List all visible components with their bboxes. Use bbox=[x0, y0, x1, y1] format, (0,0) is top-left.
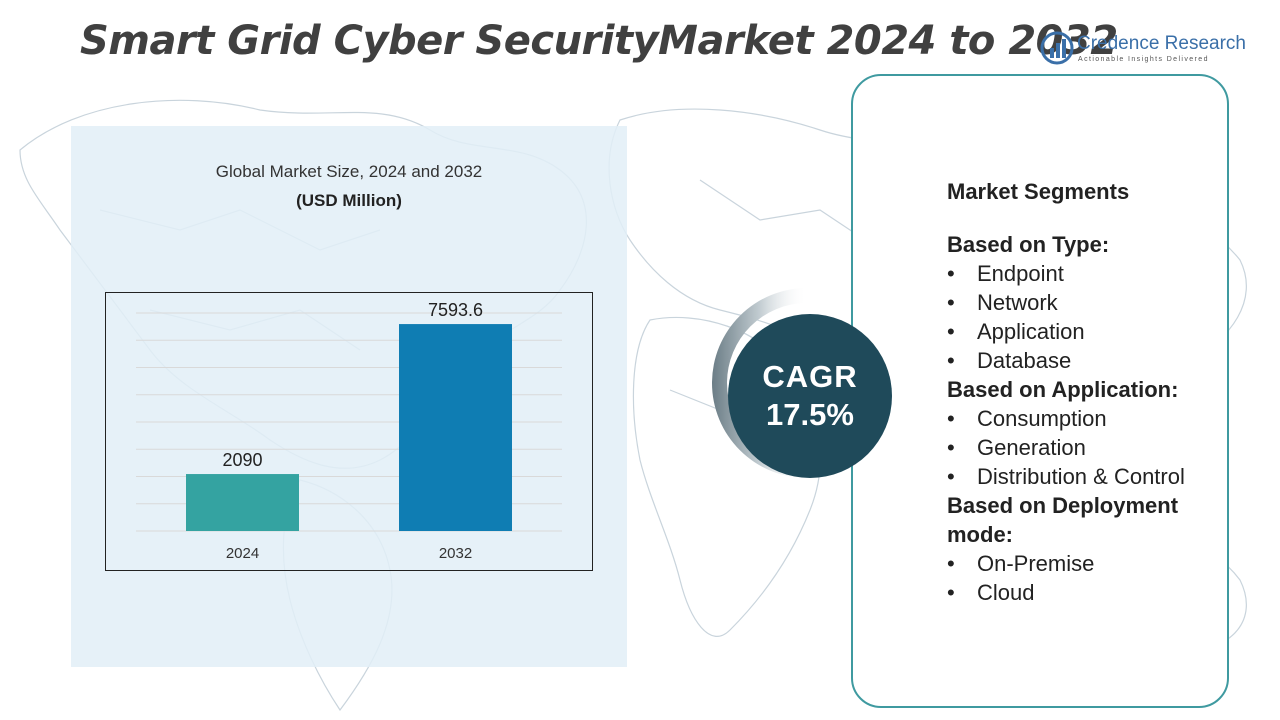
data-label-2032: 7593.6 bbox=[428, 300, 483, 320]
segment-item: Network bbox=[947, 288, 1247, 317]
segment-item: Consumption bbox=[947, 404, 1247, 433]
segment-item: Distribution & Control bbox=[947, 462, 1247, 491]
logo-name: Credence Research bbox=[1077, 33, 1246, 54]
segment-item: On-Premise bbox=[947, 549, 1247, 578]
bar-chart-svg: 2090 2024 7593.6 2032 bbox=[136, 300, 562, 562]
brand-logo: Credence Research Actionable Insights De… bbox=[1040, 30, 1260, 70]
cagr-label: CAGR bbox=[762, 359, 858, 394]
logo-mark-icon bbox=[1040, 31, 1074, 65]
page-title: Smart Grid Cyber SecurityMarket 2024 to … bbox=[80, 18, 1118, 64]
chart-title: Global Market Size, 2024 and 2032 bbox=[215, 162, 483, 181]
segment-group-title-type: Based on Type: bbox=[947, 232, 1110, 257]
bar-2024 bbox=[186, 474, 299, 531]
segment-item: Database bbox=[947, 346, 1247, 375]
segment-item: Endpoint bbox=[947, 259, 1247, 288]
x-tick-label-2032: 2032 bbox=[439, 545, 472, 562]
bar-2032 bbox=[399, 324, 512, 531]
segment-item: Generation bbox=[947, 433, 1247, 462]
logo-tagline: Actionable Insights Delivered bbox=[1078, 56, 1209, 63]
x-tick-label-2024: 2024 bbox=[226, 545, 259, 562]
cagr-value: 17.5% bbox=[766, 397, 854, 432]
segment-group-title-application: Based on Application: bbox=[947, 377, 1179, 402]
segment-list-application: Consumption Generation Distribution & Co… bbox=[947, 404, 1247, 491]
segment-item: Cloud bbox=[947, 578, 1247, 607]
segment-group-title-deployment: Based on Deployment mode: bbox=[947, 493, 1179, 547]
segment-list-type: Endpoint Network Application Database bbox=[947, 259, 1247, 375]
segment-list-deployment: On-Premise Cloud bbox=[947, 549, 1247, 607]
data-label-2024: 2090 bbox=[222, 450, 262, 470]
segment-item: Application bbox=[947, 317, 1247, 346]
bar-chart: 2090 2024 7593.6 2032 bbox=[105, 292, 593, 571]
cagr-badge: CAGR 17.5% bbox=[728, 314, 892, 478]
segments-heading: Market Segments bbox=[947, 179, 1130, 204]
market-segments-list: Market Segments Based on Type: Endpoint … bbox=[947, 178, 1247, 607]
chart-panel bbox=[71, 126, 627, 667]
chart-subtitle: (USD Million) bbox=[296, 191, 402, 210]
